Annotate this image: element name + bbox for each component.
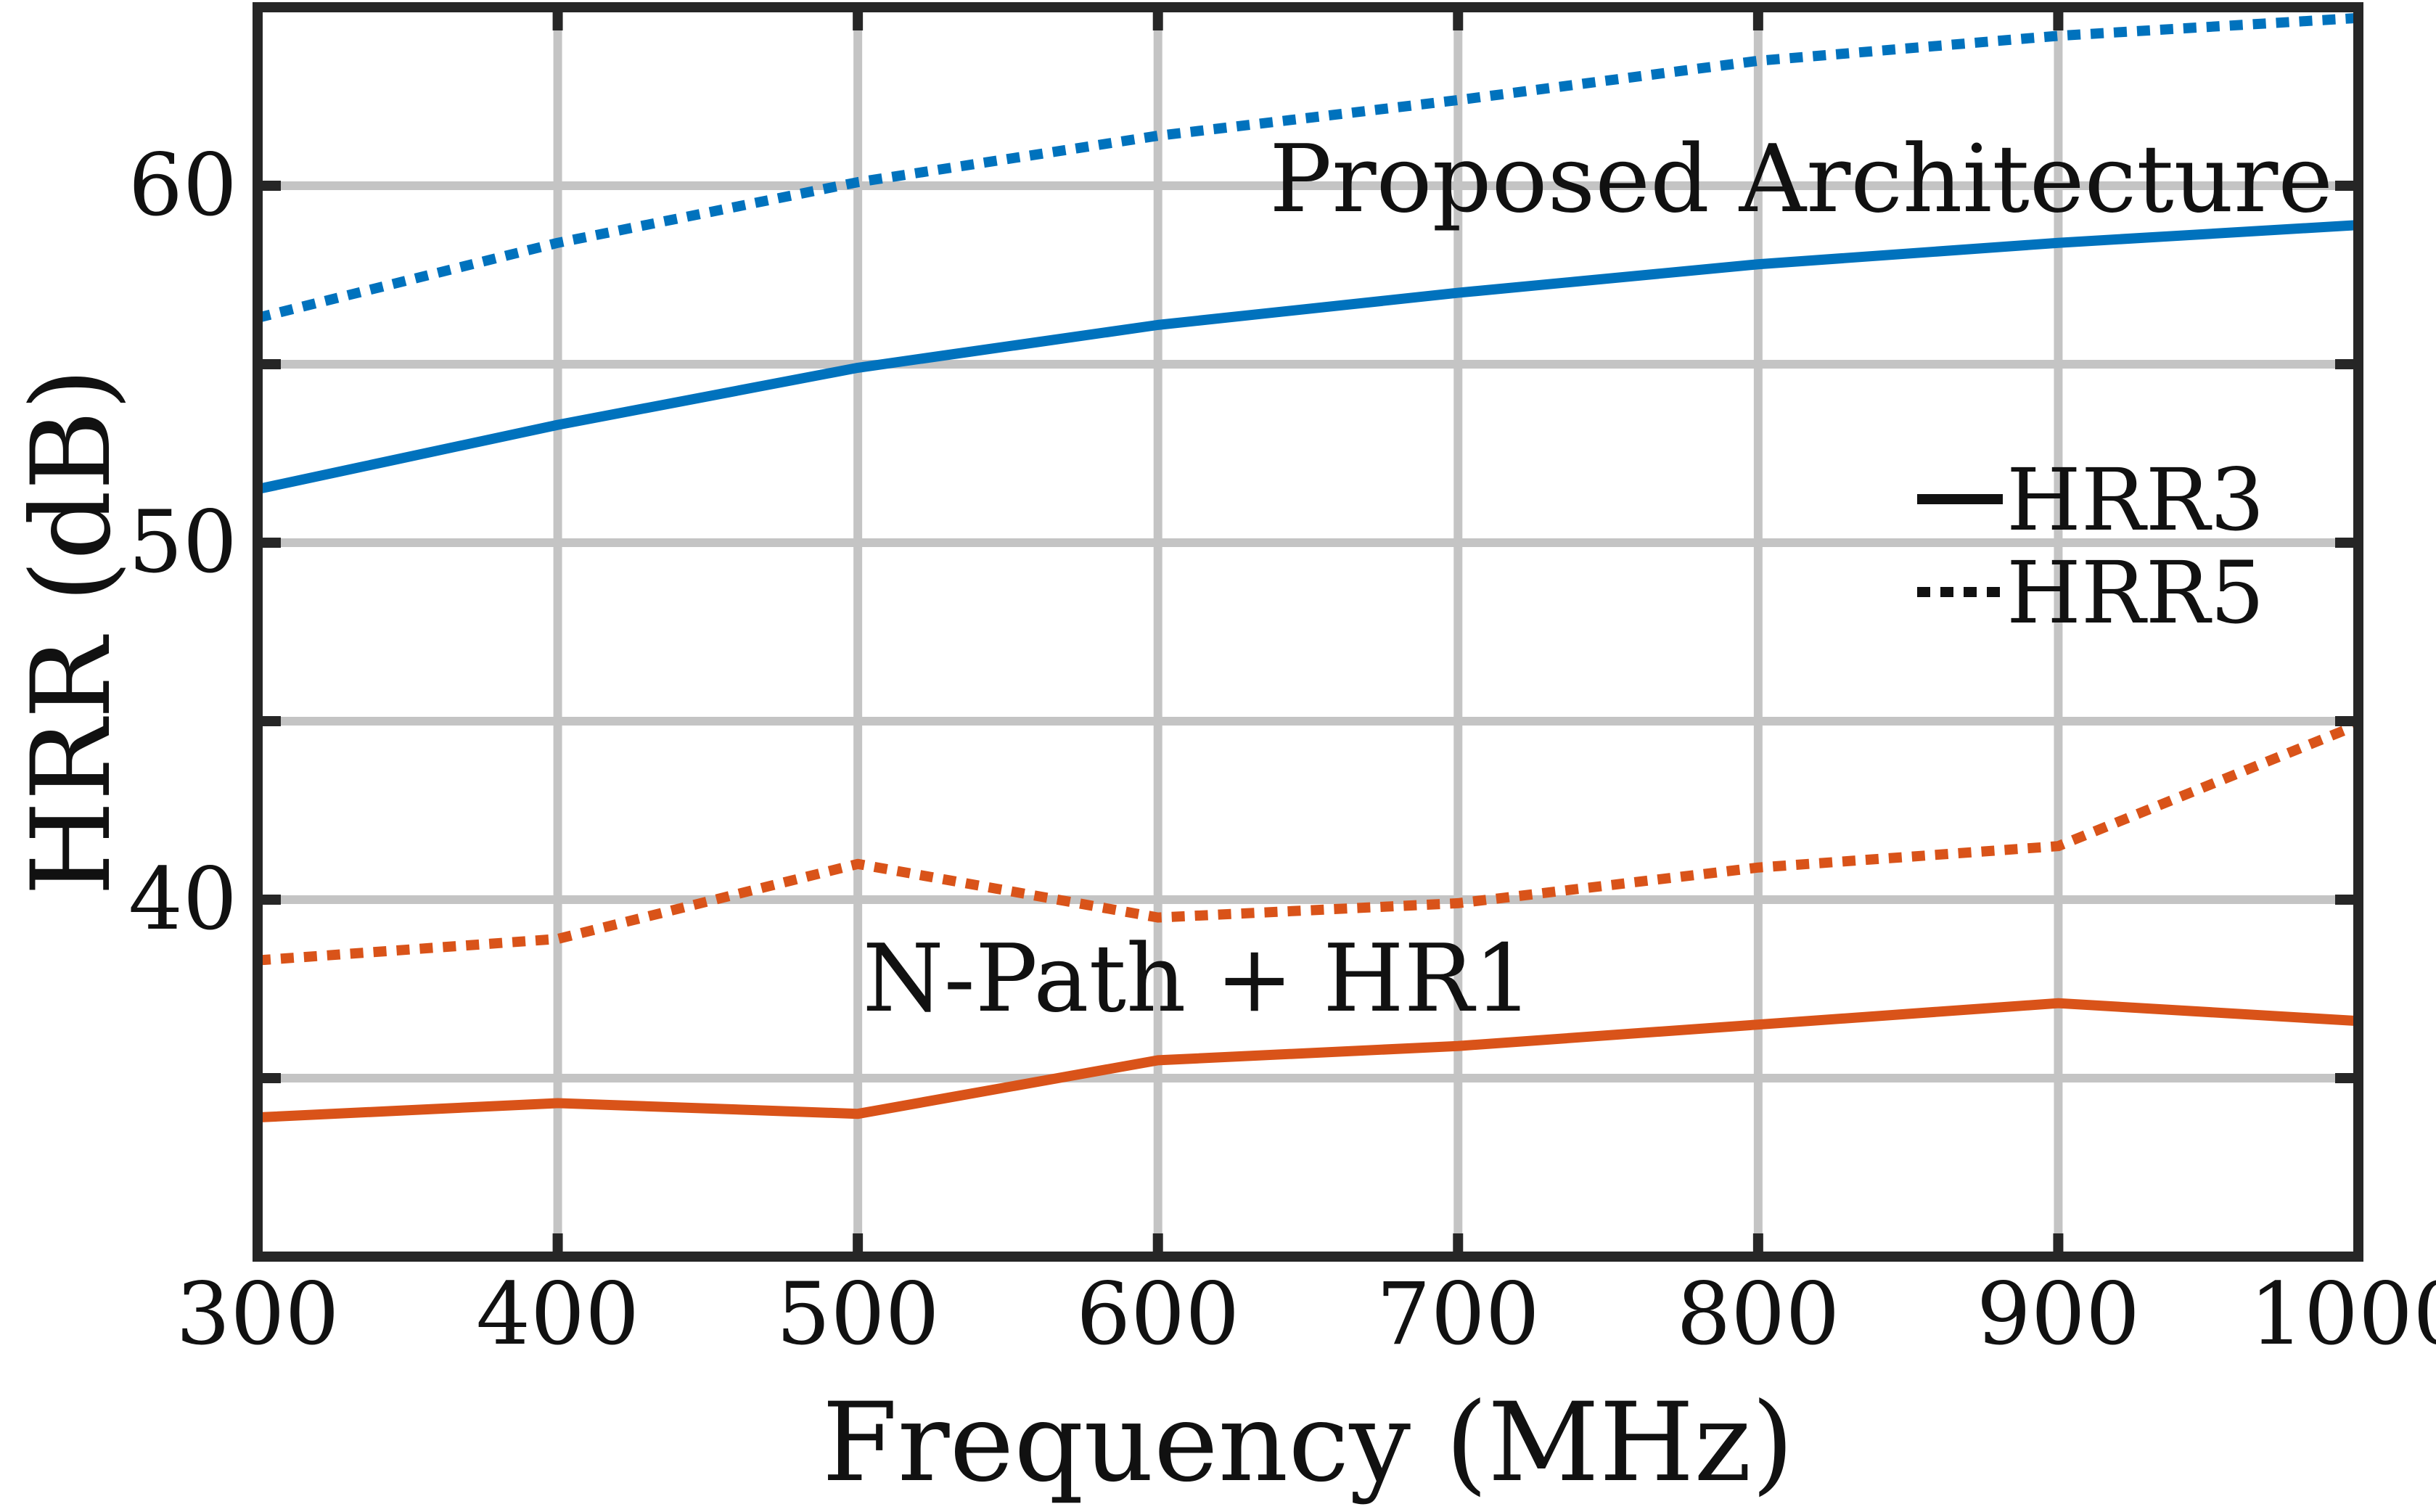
x-tick-label-400: 400	[476, 1264, 639, 1364]
annotation-npath: N-Path + HR1	[863, 925, 1533, 1033]
y-tick-labels: 40 50 60	[128, 135, 237, 949]
x-axis-label: Frequency (MHz)	[822, 1380, 1794, 1506]
x-tick-label-900: 900	[1977, 1264, 2140, 1364]
x-tick-label-300: 300	[176, 1264, 339, 1364]
axis-ticks	[253, 7, 2363, 1257]
series-line-npath-solid	[257, 998, 2359, 1123]
series-lines	[256, 12, 2361, 1123]
annotations: Proposed Architecture N-Path + HR1	[863, 126, 2333, 1033]
plot-frame	[253, 2, 2363, 1262]
y-tick-label-50: 50	[128, 492, 237, 592]
series-line-proposed-solid	[256, 220, 2359, 495]
y-tick-label-60: 60	[128, 135, 237, 235]
x-tick-label-1000: 1000	[2250, 1264, 2436, 1364]
x-tick-label-600: 600	[1076, 1264, 1239, 1364]
grid-lines	[253, 7, 2363, 1257]
legend-label-hrr3: HRR3	[2006, 450, 2265, 550]
series-line-npath-dotted	[257, 720, 2361, 966]
x-tick-label-700: 700	[1377, 1264, 1540, 1364]
annotation-proposed: Proposed Architecture	[1269, 126, 2333, 234]
series-line-proposed-dotted	[256, 12, 2359, 323]
y-tick-label-40: 40	[128, 849, 237, 949]
x-tick-label-800: 800	[1676, 1264, 1840, 1364]
y-axis-label: HRR (dB)	[9, 368, 135, 896]
x-tick-label-500: 500	[776, 1264, 940, 1364]
x-tick-labels: 300 400 500 600 700 800 900 1000	[176, 1264, 2436, 1364]
legend-label-hrr5: HRR5	[2006, 543, 2265, 643]
